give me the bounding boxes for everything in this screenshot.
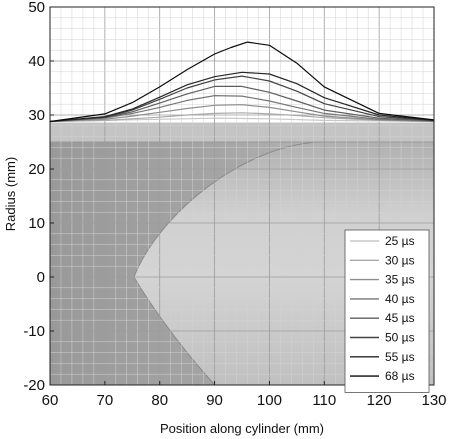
legend-label: 55 µs <box>385 350 415 364</box>
shock-region <box>50 141 325 385</box>
series-line-4 <box>50 94 434 123</box>
legend-label: 30 µs <box>385 253 415 267</box>
grid <box>50 7 434 385</box>
x-tick-label: 110 <box>312 392 336 409</box>
series-line-5 <box>50 85 434 123</box>
legend-box <box>344 229 430 393</box>
y-axis-title: Radius (mm) <box>3 157 18 231</box>
series-line-7 <box>50 71 434 123</box>
y-tick-label: 20 <box>28 161 45 178</box>
legend-label: 45 µs <box>385 311 415 325</box>
x-tick-label: 60 <box>42 392 59 409</box>
series-line-3 <box>50 104 434 123</box>
legend-label: 50 µs <box>385 331 415 345</box>
legend: 25 µs 30 µs 35 µs 40 µs 45 µs 50 µs 55 µs 68 µs <box>344 229 430 393</box>
series-line-2 <box>50 112 434 123</box>
series-line-6 <box>50 75 434 123</box>
y-tick-label: 0 <box>37 269 45 286</box>
x-tick-label: 70 <box>97 392 114 409</box>
x-tick-label: 90 <box>206 392 223 409</box>
series-line-8 <box>50 41 434 123</box>
x-tick-label: 100 <box>257 392 282 409</box>
y-tick-label: -20 <box>23 377 45 394</box>
legend-label: 35 µs <box>385 273 415 287</box>
y-tick-label: 30 <box>28 107 45 124</box>
y-tick-label: 10 <box>28 215 45 232</box>
series-lines <box>50 41 434 123</box>
x-axis-title: Position along cylinder (mm) <box>160 421 324 436</box>
plot-frame <box>49 6 435 386</box>
y-tick-label: -10 <box>23 323 45 340</box>
legend-label: 40 µs <box>385 292 415 306</box>
x-tick-label: 80 <box>151 392 168 409</box>
x-tick-label: 120 <box>367 392 392 409</box>
legend-label: 25 µs <box>385 234 415 248</box>
wall-band <box>50 122 434 142</box>
y-tick-label: 50 <box>28 0 45 16</box>
legend-label: 68 µs <box>385 369 415 383</box>
y-tick-label: 40 <box>28 53 45 70</box>
x-tick-label: 130 <box>421 392 446 409</box>
